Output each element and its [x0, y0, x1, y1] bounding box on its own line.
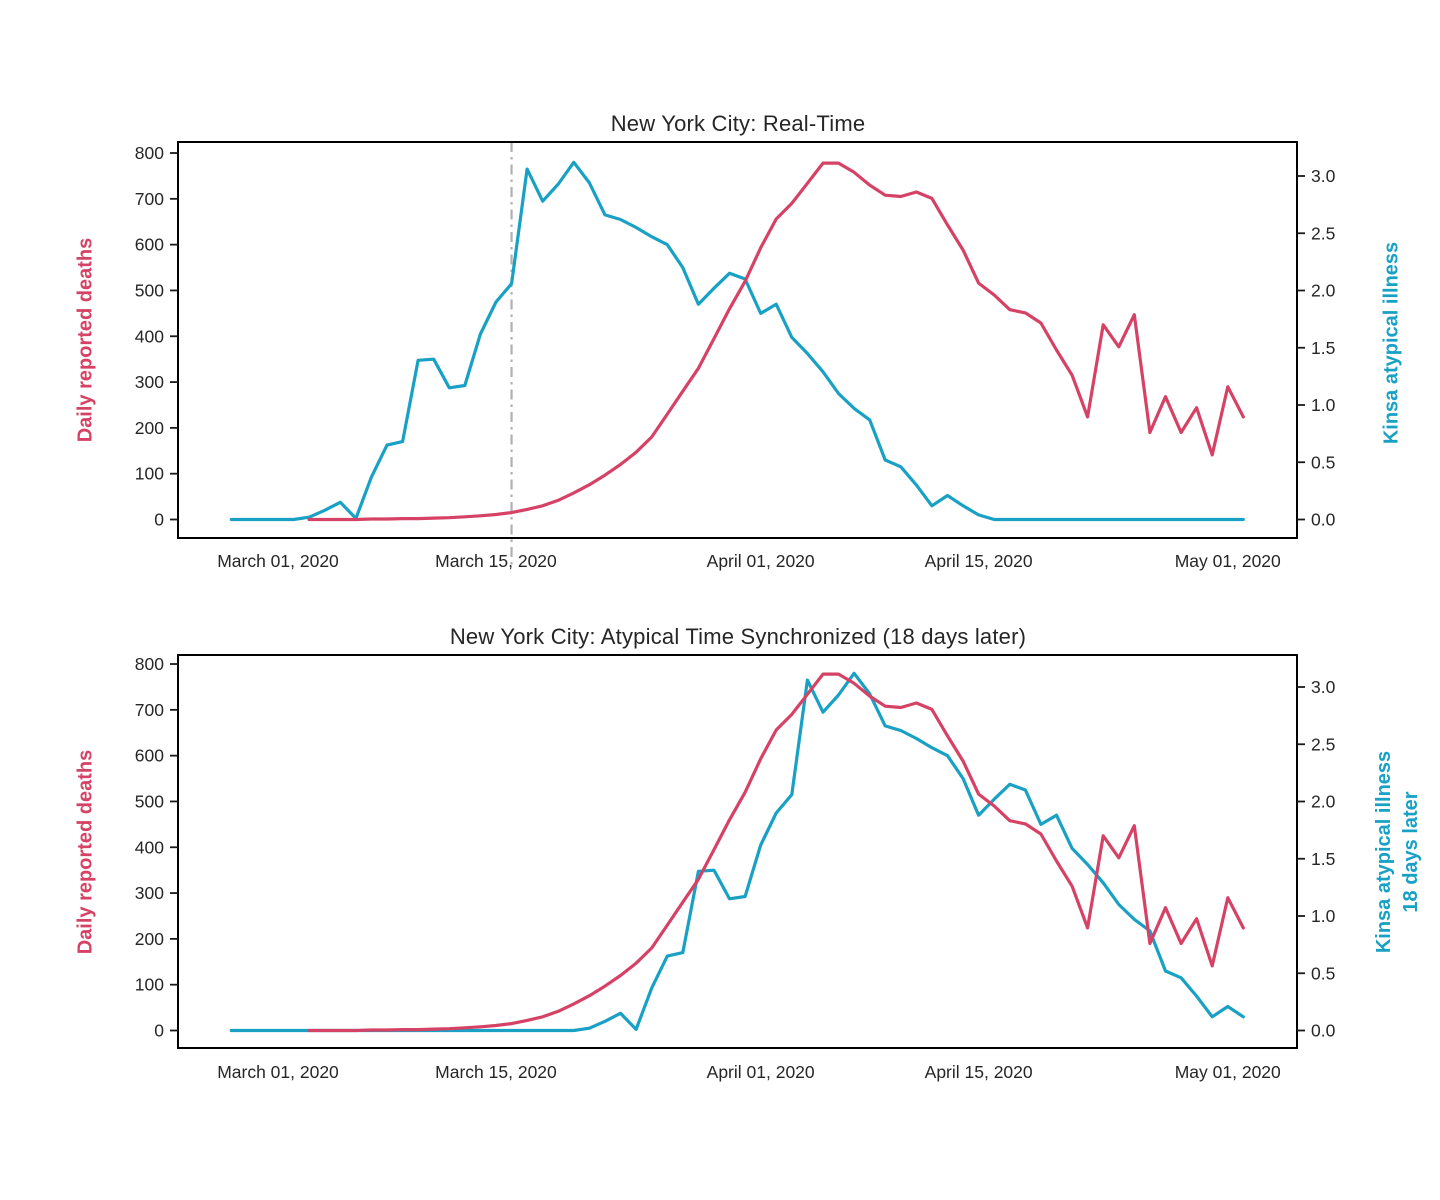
- left-tick-label: 200: [135, 929, 164, 949]
- x-tick-label: May 01, 2020: [1175, 1062, 1281, 1082]
- bottom-left-axis-label: Daily reported deaths: [74, 749, 97, 955]
- x-tick-label: May 01, 2020: [1175, 551, 1281, 571]
- x-tick-label: March 01, 2020: [217, 551, 339, 571]
- left-tick-label: 0: [154, 1021, 164, 1041]
- x-tick-label: April 15, 2020: [925, 1062, 1033, 1082]
- x-tick-label: April 01, 2020: [707, 1062, 815, 1082]
- kinsa-line: [229, 671, 1245, 1033]
- left-tick-label: 700: [135, 700, 164, 720]
- deaths-line: [307, 161, 1245, 522]
- left-tick-label: 700: [135, 189, 164, 209]
- left-tick-label: 800: [135, 143, 164, 163]
- x-tick-label: March 15, 2020: [435, 551, 557, 571]
- left-tick-label: 100: [135, 464, 164, 484]
- left-tick-label: 400: [135, 837, 164, 857]
- left-tick-label: 100: [135, 975, 164, 995]
- left-tick-label: 400: [135, 326, 164, 346]
- plot-frame: [177, 141, 1298, 539]
- top-chart-title: New York City: Real-Time: [610, 111, 866, 136]
- kinsa-line: [229, 160, 1245, 522]
- x-tick-label: March 01, 2020: [217, 1062, 339, 1082]
- bottom-right-axis-label-line1: Kinsa atypical illness: [1373, 750, 1395, 954]
- left-tick-label: 800: [135, 654, 164, 674]
- bottom-right-axis-label-line2: 18 days later: [1400, 791, 1422, 913]
- left-tick-label: 600: [135, 746, 164, 766]
- left-tick-label: 600: [135, 235, 164, 255]
- right-tick-label: 0.0: [1311, 510, 1336, 530]
- top-left-axis-label: Daily reported deaths: [74, 237, 97, 443]
- left-tick-label: 300: [135, 372, 164, 392]
- right-tick-label: 1.5: [1311, 849, 1335, 869]
- bottom-right-axis-label: Kinsa atypical illness 18 days later: [1371, 751, 1425, 953]
- right-tick-label: 1.5: [1311, 338, 1335, 358]
- left-tick-label: 500: [135, 791, 164, 811]
- right-tick-label: 0.0: [1311, 1021, 1336, 1041]
- right-tick-label: 3.0: [1311, 166, 1336, 186]
- left-tick-label: 0: [154, 510, 164, 530]
- right-tick-label: 2.0: [1311, 281, 1336, 301]
- right-tick-label: 2.5: [1311, 734, 1335, 754]
- left-tick-label: 200: [135, 418, 164, 438]
- left-tick-label: 500: [135, 280, 164, 300]
- x-tick-label: April 15, 2020: [925, 551, 1033, 571]
- x-tick-label: April 01, 2020: [707, 551, 815, 571]
- plot-frame: [177, 654, 1298, 1049]
- right-tick-label: 2.0: [1311, 792, 1336, 812]
- x-tick-label: March 15, 2020: [435, 1062, 557, 1082]
- right-tick-label: 0.5: [1311, 963, 1335, 983]
- bottom-chart: 0 100 200 300 400 500 600 700 800 0.0 0.5 1.0 1.5 2.0…: [135, 654, 1336, 1082]
- right-tick-label: 1.0: [1311, 906, 1336, 926]
- right-tick-label: 2.5: [1311, 223, 1335, 243]
- deaths-line: [307, 672, 1245, 1033]
- right-tick-label: 0.5: [1311, 452, 1335, 472]
- top-chart: 0 100 200 300 400 500 600 700 800 0.0 0.5 1.0 1.5 2.0…: [135, 141, 1336, 571]
- right-tick-label: 3.0: [1311, 677, 1336, 697]
- top-right-axis-label: Kinsa atypical illness: [1380, 241, 1403, 445]
- right-tick-label: 1.0: [1311, 395, 1336, 415]
- bottom-chart-title: New York City: Atypical Time Synchronize…: [449, 624, 1027, 649]
- left-tick-label: 300: [135, 883, 164, 903]
